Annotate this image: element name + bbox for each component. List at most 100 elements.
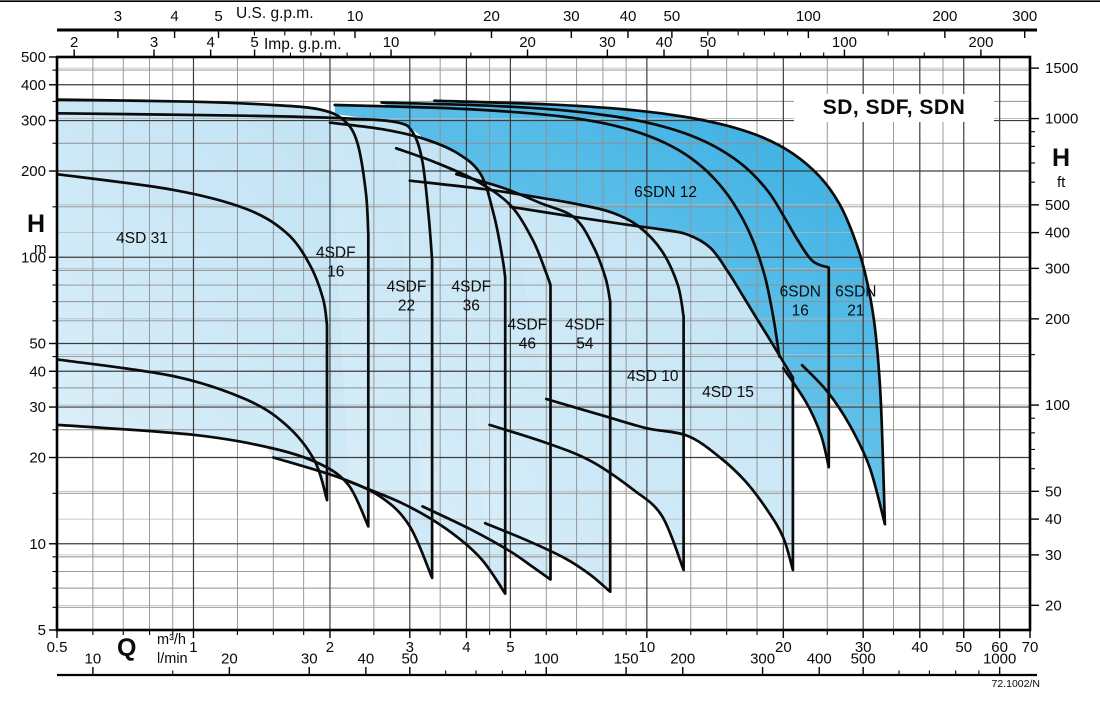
svg-text:4: 4 bbox=[170, 8, 178, 25]
svg-text:500: 500 bbox=[1045, 197, 1070, 214]
curve-label-6sdn-16: 6SDN 16 bbox=[780, 283, 821, 319]
svg-text:20: 20 bbox=[29, 450, 46, 467]
svg-text:5: 5 bbox=[506, 639, 514, 656]
svg-text:200: 200 bbox=[1045, 311, 1070, 328]
svg-text:2: 2 bbox=[70, 34, 78, 51]
curve-label-4sdf-46: 4SDF 46 bbox=[508, 316, 548, 352]
axis-label-imp-gpm: Imp. g.p.m. bbox=[264, 36, 342, 53]
svg-text:10: 10 bbox=[29, 536, 46, 553]
svg-text:30: 30 bbox=[1045, 547, 1062, 564]
svg-text:30: 30 bbox=[301, 651, 318, 668]
axis-unit-ft: ft bbox=[1057, 174, 1066, 191]
svg-text:1: 1 bbox=[189, 639, 197, 656]
svg-text:20: 20 bbox=[221, 651, 238, 668]
curve-label-6sdn-21: 6SDN 21 bbox=[835, 283, 876, 319]
envelope-outline-4sdf-16 bbox=[57, 98, 370, 528]
svg-text:200: 200 bbox=[968, 34, 993, 51]
chart-title: SD, SDF, SDN bbox=[794, 94, 994, 122]
svg-text:2: 2 bbox=[326, 639, 334, 656]
svg-text:20: 20 bbox=[1045, 597, 1062, 614]
svg-text:1000: 1000 bbox=[983, 651, 1016, 668]
axis-unit-m: m bbox=[34, 240, 47, 257]
svg-text:1500: 1500 bbox=[1045, 60, 1078, 77]
axis-label-us-gpm: U.S. g.p.m. bbox=[236, 5, 314, 22]
svg-text:300: 300 bbox=[21, 113, 46, 130]
envelope-fill-4sd-15 bbox=[510, 206, 793, 571]
envelope-outline-4sd-10 bbox=[408, 179, 685, 572]
curve-label-4sd-31: 4SD 31 bbox=[116, 230, 168, 247]
svg-text:30: 30 bbox=[599, 34, 616, 51]
svg-text:500: 500 bbox=[21, 49, 46, 66]
svg-text:40: 40 bbox=[358, 651, 375, 668]
curve-label-4sdf-22: 4SDF 22 bbox=[387, 278, 427, 314]
envelope-outline-4sdf-54 bbox=[454, 172, 612, 594]
svg-text:3: 3 bbox=[406, 639, 414, 656]
svg-text:50: 50 bbox=[1045, 483, 1062, 500]
envelope-outline-6sdn-16 bbox=[380, 101, 831, 469]
svg-text:30: 30 bbox=[855, 639, 872, 656]
curve-label-6sdn-12: 6SDN 12 bbox=[634, 184, 697, 201]
svg-text:20: 20 bbox=[519, 34, 536, 51]
svg-text:50: 50 bbox=[955, 639, 972, 656]
svg-text:40: 40 bbox=[29, 363, 46, 380]
svg-text:100: 100 bbox=[21, 249, 46, 266]
svg-text:200: 200 bbox=[670, 651, 695, 668]
svg-text:100: 100 bbox=[1045, 397, 1070, 414]
axis-label-head-right: H bbox=[1052, 144, 1071, 172]
svg-text:100: 100 bbox=[832, 34, 857, 51]
svg-text:20: 20 bbox=[775, 639, 792, 656]
svg-text:400: 400 bbox=[1045, 225, 1070, 242]
svg-text:40: 40 bbox=[1045, 511, 1062, 528]
curve-labels: 6SDN 12 6SDN 16 6SDN 21 4SD 31 4SDF 16 4SDF 22 4SD… bbox=[116, 184, 876, 401]
svg-text:300: 300 bbox=[1012, 8, 1037, 25]
curve-label-4sdf-54: 4SDF 54 bbox=[565, 316, 605, 352]
envelope-outline-4sdf-36 bbox=[328, 121, 507, 595]
envelope-outline-6sdn-12 bbox=[333, 103, 781, 358]
curve-label-4sd-10: 4SD 10 bbox=[627, 368, 679, 385]
svg-text:3: 3 bbox=[150, 34, 158, 51]
svg-text:4: 4 bbox=[462, 639, 470, 656]
curve-label-4sd-15: 4SD 15 bbox=[702, 384, 754, 401]
svg-text:10: 10 bbox=[639, 639, 656, 656]
plot-area bbox=[57, 57, 1030, 630]
svg-text:100: 100 bbox=[534, 651, 559, 668]
envelope-outline-4sd-31 bbox=[57, 172, 329, 502]
svg-text:50: 50 bbox=[700, 34, 717, 51]
svg-text:4: 4 bbox=[206, 34, 214, 51]
svg-text:30: 30 bbox=[29, 399, 46, 416]
svg-text:40: 40 bbox=[656, 34, 673, 51]
svg-text:200: 200 bbox=[932, 8, 957, 25]
svg-text:70: 70 bbox=[1022, 639, 1039, 656]
axis-label-flow: Q bbox=[117, 634, 137, 662]
svg-text:1000: 1000 bbox=[1045, 111, 1078, 128]
svg-text:500: 500 bbox=[851, 651, 876, 668]
svg-text:200: 200 bbox=[21, 163, 46, 180]
curve-label-4sdf-16: 4SDF 16 bbox=[316, 244, 356, 280]
envelope-outline-6sdn-21 bbox=[433, 99, 887, 526]
svg-text:300: 300 bbox=[750, 651, 775, 668]
axis-unit-m3h: m³/h bbox=[157, 632, 186, 648]
svg-text:40: 40 bbox=[911, 639, 928, 656]
svg-text:50: 50 bbox=[29, 336, 46, 353]
envelope-outline-4sd-15 bbox=[509, 205, 795, 572]
svg-text:40: 40 bbox=[620, 8, 637, 25]
axis-label-head-left: H bbox=[27, 210, 46, 238]
svg-text:50: 50 bbox=[664, 8, 681, 25]
svg-text:3: 3 bbox=[114, 8, 122, 25]
envelope-outline-4sdf-46 bbox=[394, 146, 552, 581]
svg-text:10: 10 bbox=[383, 34, 400, 51]
svg-text:10: 10 bbox=[85, 651, 102, 668]
grid bbox=[57, 57, 1030, 630]
envelope-outline-4sdf-22 bbox=[57, 111, 434, 580]
svg-text:400: 400 bbox=[21, 77, 46, 94]
svg-text:20: 20 bbox=[483, 8, 500, 25]
svg-text:150: 150 bbox=[614, 651, 639, 668]
svg-text:50: 50 bbox=[401, 651, 418, 668]
axis-unit-lmin: l/min bbox=[157, 651, 188, 667]
svg-text:10: 10 bbox=[347, 8, 364, 25]
svg-text:400: 400 bbox=[807, 651, 832, 668]
figure-code: 72.1002/N bbox=[991, 678, 1040, 690]
